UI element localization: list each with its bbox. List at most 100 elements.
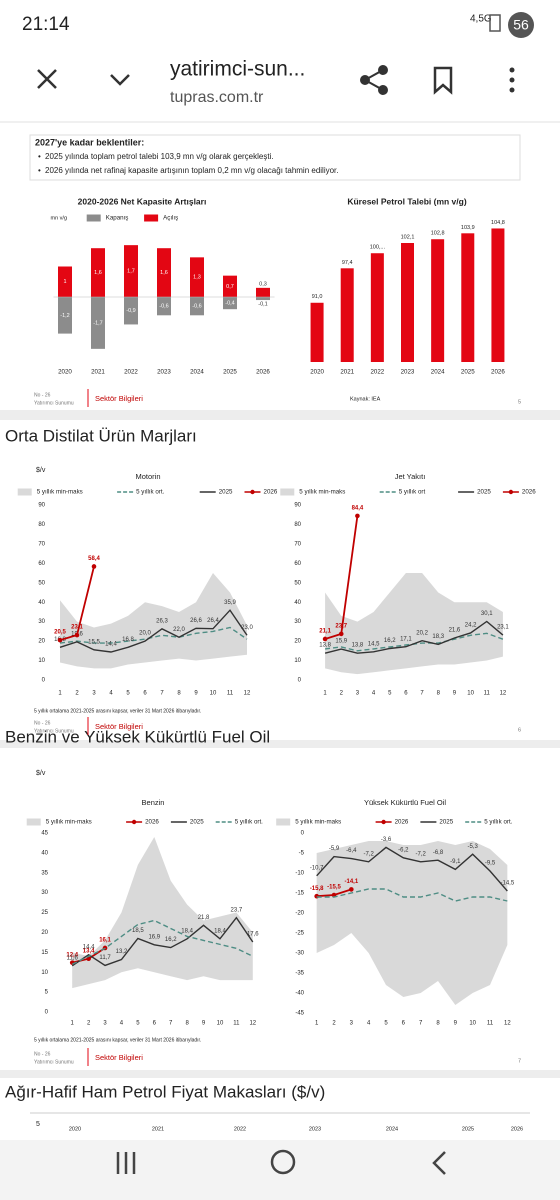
data-label: 18,3 (432, 634, 444, 640)
data-label: 21,6 (449, 628, 461, 634)
more-button[interactable] (509, 67, 515, 93)
data-label: 13,2 (116, 949, 128, 955)
doc-number: No - 26 (34, 1051, 51, 1057)
y-tick-label: 10 (38, 658, 45, 664)
data-label: 0,7 (226, 284, 234, 290)
data-label: 23,7 (335, 623, 347, 629)
data-label: -15,5 (327, 885, 341, 891)
x-tick-label: 7 (420, 691, 424, 697)
x-tick-label: 9 (453, 691, 457, 697)
min-max-band (72, 836, 253, 989)
status-time: 21:14 (22, 14, 70, 35)
x-tick-label: 2022 (234, 1126, 246, 1132)
y-tick-label: 35 (41, 870, 48, 876)
data-label: 1,3 (193, 275, 201, 281)
legend-swatch (280, 488, 295, 496)
recents-button[interactable] (116, 1152, 136, 1174)
x-tick-label: 7 (160, 691, 164, 697)
page-url: tupras.com.tr (170, 89, 264, 106)
x-tick-label: 6 (143, 691, 147, 697)
footer-section: Sektör Bilgileri (95, 394, 143, 403)
x-tick-label: 2021 (91, 369, 105, 376)
data-label: 104,8 (491, 220, 505, 226)
bullet-text: 2025 yılında toplam petrol talebi 103,9 … (45, 152, 274, 161)
doc-name: Yatırımcı Sunumu (34, 400, 74, 406)
data-label: -0,1 (258, 302, 267, 308)
data-label: 14,4 (83, 944, 95, 950)
legend-swatch (86, 214, 101, 222)
y-tick-label: -30 (295, 951, 304, 957)
legend-marker (250, 489, 255, 495)
legend-swatch (144, 214, 159, 222)
series-line (59, 609, 248, 653)
slide-gap (0, 1070, 560, 1078)
x-tick-label: 11 (487, 1021, 494, 1027)
legend-marker (508, 489, 514, 495)
y-axis-label: mn v/g (51, 215, 68, 221)
data-label: -15,8 (310, 886, 324, 892)
x-tick-label: 2 (332, 1021, 336, 1027)
data-label: -9,1 (450, 859, 461, 865)
data-label: 0,3 (259, 281, 267, 287)
bullet: • (38, 152, 41, 161)
bar (401, 243, 414, 362)
y-tick-label: 40 (41, 850, 48, 856)
data-label: 100,... (370, 245, 386, 251)
x-tick-label: 5 (388, 691, 392, 697)
y-tick-label: 0 (301, 831, 305, 837)
x-tick-label: 4 (109, 691, 113, 697)
x-tick-label: 2 (340, 691, 344, 697)
y-tick-label: 30 (41, 890, 48, 896)
data-label: 12,4 (66, 952, 78, 958)
share-button[interactable] (360, 65, 388, 95)
section-title: Orta Distilat Ürün Marjları (5, 426, 197, 445)
data-label: 1,6 (160, 270, 168, 276)
data-label: 13,4 (83, 948, 95, 954)
page-number: 5 (518, 399, 521, 405)
series-line (71, 916, 254, 967)
status-network: 4,5G (470, 14, 492, 25)
data-label: 35,9 (224, 600, 236, 606)
data-label: 1 (63, 279, 66, 285)
bookmark-button[interactable] (433, 66, 453, 95)
chart-title: Küresel Petrol Talebi (mn v/g) (347, 196, 467, 206)
data-label: -6,2 (398, 847, 409, 853)
data-label: 23,0 (241, 625, 253, 631)
y-tick-label: 50 (38, 580, 45, 586)
legend-label: 2026 (145, 819, 159, 826)
x-tick-label: 9 (454, 1021, 458, 1027)
data-label: 11,7 (99, 955, 111, 961)
series-marker (338, 631, 344, 637)
x-tick-label: 8 (185, 1021, 189, 1027)
data-label: 17,1 (400, 636, 412, 642)
x-tick-label: 8 (177, 691, 181, 697)
signal-icon (489, 14, 501, 32)
legend-label: 2026 (522, 489, 536, 496)
expand-button[interactable] (110, 74, 130, 86)
x-tick-label: 7 (419, 1021, 423, 1027)
x-tick-label: 9 (194, 691, 198, 697)
back-button[interactable] (432, 1151, 446, 1175)
home-button[interactable] (270, 1149, 296, 1175)
bar (223, 297, 237, 310)
data-label: -9,5 (485, 861, 496, 867)
y-tick-label: 5 (36, 1121, 40, 1128)
bar (58, 297, 72, 334)
x-tick-label: 2020 (310, 369, 324, 376)
x-tick-label: 2024 (190, 369, 204, 376)
data-label: 20,2 (416, 630, 428, 636)
data-label: 23,1 (497, 625, 509, 631)
x-tick-label: 2 (87, 1021, 91, 1027)
close-button[interactable] (37, 69, 57, 89)
data-label: -6,4 (346, 848, 357, 854)
data-label: 24,2 (465, 623, 477, 629)
data-label: 16,8 (122, 637, 134, 643)
note: 5 yıllık ortalama 2021-2025 arasını kaps… (34, 1037, 201, 1043)
doc-name: Yatırımcı Sunumu (34, 728, 74, 734)
page-number: 6 (518, 727, 521, 733)
x-tick-label: 10 (210, 691, 217, 697)
data-label: 97,4 (342, 260, 353, 266)
y-tick-label: 30 (294, 619, 301, 625)
bar (58, 266, 72, 297)
